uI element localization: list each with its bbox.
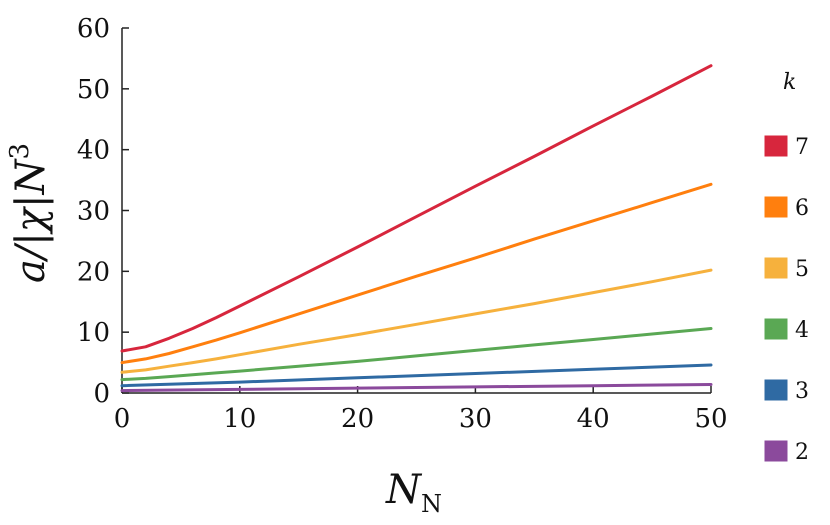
legend-label: 2 xyxy=(795,440,809,465)
legend-item-k6: 6 xyxy=(764,196,809,221)
y-tick-label: 20 xyxy=(77,257,110,287)
series-line-k2 xyxy=(120,383,713,393)
x-tick-label: 20 xyxy=(341,404,374,434)
y-tick-label: 10 xyxy=(77,318,110,348)
legend-swatch xyxy=(764,440,788,462)
y-tick-label: 40 xyxy=(77,136,110,166)
y-axis-ticks: 0 10 20 30 40 50 60 xyxy=(77,14,129,409)
x-tick-label: 0 xyxy=(114,404,131,434)
legend-item-k4: 4 xyxy=(764,318,809,343)
legend-swatch xyxy=(764,318,788,340)
legend-label: 4 xyxy=(795,318,809,343)
plot-area: 0 10 20 30 40 50 0 10 20 30 40 50 60 xyxy=(77,14,728,434)
legend-item-k5: 5 xyxy=(764,257,809,282)
x-axis-title: NN xyxy=(385,467,442,518)
series-line-k7 xyxy=(120,64,713,353)
series-line-k3 xyxy=(120,363,713,388)
series-line-k6 xyxy=(120,182,713,365)
legend-label: 5 xyxy=(795,257,809,282)
y-tick-label: 0 xyxy=(93,379,110,409)
series-line-k5 xyxy=(120,268,713,374)
y-tick-label: 30 xyxy=(77,197,110,227)
x-tick-label: 10 xyxy=(223,404,256,434)
legend-item-k3: 3 xyxy=(764,379,809,404)
x-axis-ticks: 0 10 20 30 40 50 xyxy=(114,386,728,434)
series-lines xyxy=(120,64,713,393)
legend-label: 6 xyxy=(795,196,809,221)
y-tick-label: 60 xyxy=(77,14,110,44)
legend-swatch xyxy=(764,379,788,401)
y-tick-label: 50 xyxy=(77,75,110,105)
legend-title: k xyxy=(783,70,796,95)
x-tick-label: 40 xyxy=(577,404,610,434)
legend-item-k2: 2 xyxy=(764,440,809,465)
series-line-k4 xyxy=(120,327,713,382)
legend-swatch xyxy=(764,135,788,157)
x-tick-label: 50 xyxy=(694,404,727,434)
x-tick-label: 30 xyxy=(459,404,492,434)
legend-item-k7: 7 xyxy=(764,135,809,160)
legend-swatch xyxy=(764,257,788,279)
legend: k 7 6 5 4 3 2 xyxy=(764,70,809,465)
legend-swatch xyxy=(764,196,788,218)
legend-label: 7 xyxy=(795,135,809,160)
y-axis-title: a/|χ|N3 xyxy=(5,143,54,283)
legend-label: 3 xyxy=(795,379,809,404)
